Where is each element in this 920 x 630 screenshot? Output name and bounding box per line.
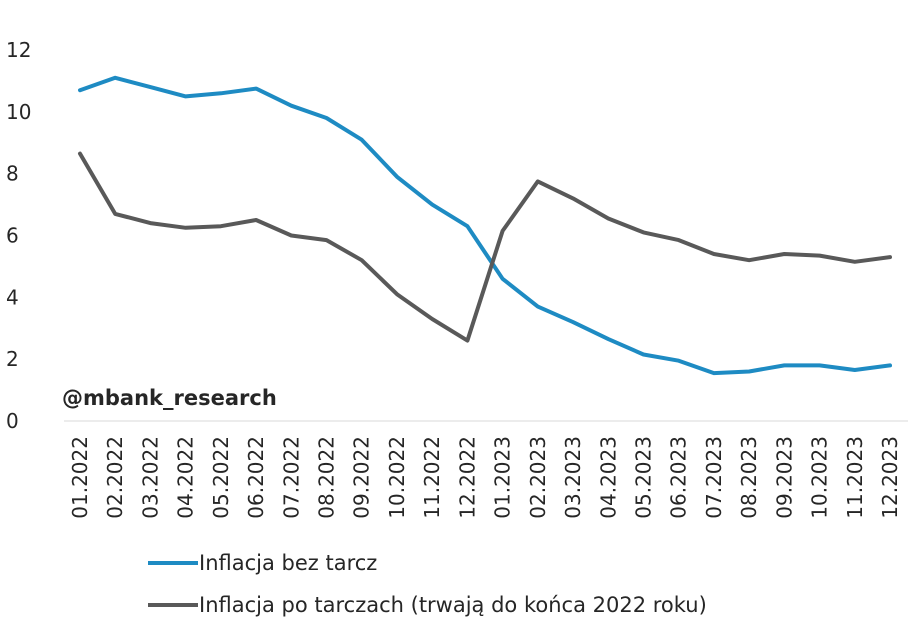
x-tick-label: 12.2022 [455,436,479,519]
x-tick-label: 07.2022 [279,436,303,519]
x-tick-label: 02.2023 [526,436,550,519]
x-tick-label: 07.2023 [702,436,726,519]
x-tick-label: 04.2022 [174,436,198,519]
x-tick-label: 09.2022 [350,436,374,519]
x-tick-label: 02.2022 [103,436,127,519]
x-tick-label: 11.2022 [420,436,444,519]
series-layer [78,75,892,376]
x-tick-label: 03.2023 [561,436,585,519]
x-tick-label: 12.2023 [878,436,902,519]
y-tick-label: 12 [6,38,31,62]
y-tick-label: 4 [6,285,19,309]
y-tick-label: 0 [6,409,19,433]
x-tick-label: 05.2023 [631,436,655,519]
x-tick-label: 03.2022 [138,436,162,519]
legend-label-1: Inflacja bez tarcz [199,551,377,575]
x-tick-label: 06.2023 [667,436,691,519]
x-tick-label: 05.2022 [209,436,233,519]
x-tick-label: 01.2022 [68,436,92,519]
x-tick-label: 10.2022 [385,436,409,519]
x-tick-label: 01.2023 [491,436,515,519]
y-tick-label: 10 [6,100,31,124]
legend-label-2: Inflacja po tarczach (trwają do końca 20… [199,593,707,617]
y-axis: 0 2 4 6 8 10 12 [6,38,31,433]
y-tick-label: 6 [6,224,19,248]
x-axis: 01.2022 02.2022 03.2022 04.2022 05.2022 06.20… [68,436,902,519]
x-tick-label: 10.2023 [808,436,832,519]
x-tick-label: 09.2023 [772,436,796,519]
series-line-1 [78,75,892,376]
watermark-annotation: @mbank_research [62,386,277,410]
x-tick-label: 06.2022 [244,436,268,519]
x-tick-label: 04.2023 [596,436,620,519]
x-tick-label: 08.2022 [315,436,339,519]
y-tick-label: 2 [6,347,19,371]
x-tick-label: 11.2023 [843,436,867,519]
y-tick-label: 8 [6,162,19,186]
legend: Inflacja bez tarcz Inflacja po tarczach (… [148,551,707,617]
series-line-2 [78,151,892,343]
x-tick-label: 08.2023 [737,436,761,519]
